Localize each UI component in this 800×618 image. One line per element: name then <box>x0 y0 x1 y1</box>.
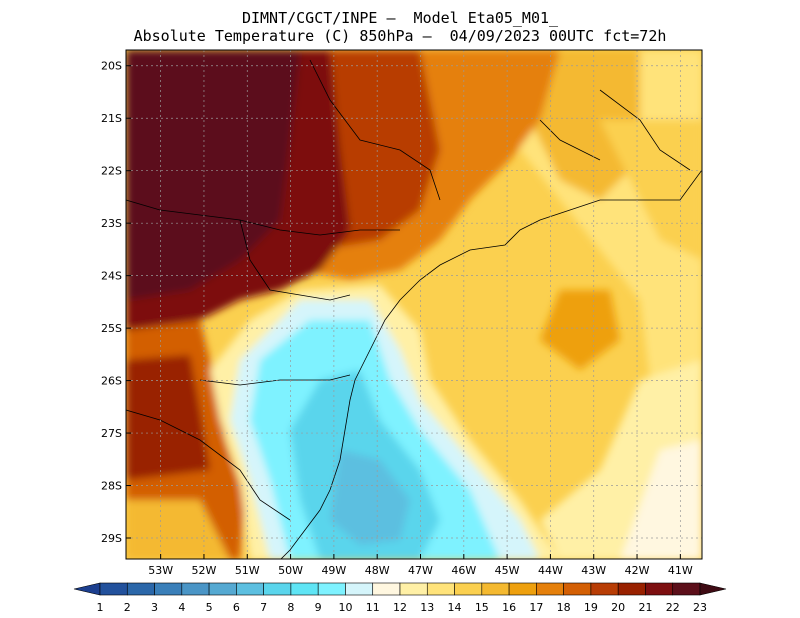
colorbar-label: 16 <box>502 601 516 614</box>
colorbar-box <box>99 582 128 596</box>
colorbar-label: 17 <box>529 601 543 614</box>
coastline-borders <box>126 59 702 559</box>
lon-label: 43W <box>581 564 606 577</box>
state-border-2 <box>309 59 441 201</box>
lon-label: 44W <box>538 564 563 577</box>
colorbar-arrow-left <box>73 582 101 596</box>
colorbar-label: 4 <box>178 601 185 614</box>
colorbar-box <box>536 582 564 596</box>
colorbar-label: 20 <box>611 601 625 614</box>
colorbar-label: 21 <box>638 601 652 614</box>
lon-label: 53W <box>148 564 173 577</box>
latitude-labels: 20S 21S 22S 23S 24S 25S 26S 27S 28S 29S <box>101 60 131 545</box>
colorbar-label: 1 <box>97 601 104 614</box>
lon-label: 52W <box>192 564 217 577</box>
colorbar-label: 5 <box>206 601 213 614</box>
colorbar-label: 22 <box>666 601 680 614</box>
colorbar-box <box>208 582 237 596</box>
colorbar-box <box>508 582 537 596</box>
state-border-4 <box>126 409 291 521</box>
colorbar-label: 3 <box>151 601 158 614</box>
lat-label: 21S <box>101 112 122 125</box>
chart-title: DIMNT/CGCT/INPE — Model Eta05_M01_ <box>241 9 559 27</box>
colorbar-box <box>617 582 646 596</box>
lon-label: 45W <box>495 564 520 577</box>
colorbar-box <box>426 582 455 596</box>
colorbar-box <box>154 582 183 596</box>
colorbar-label: 15 <box>475 601 489 614</box>
field-zone-cold4 <box>330 450 410 545</box>
state-border-6 <box>599 89 691 171</box>
colorbar-label: 18 <box>557 601 571 614</box>
colorbar-box <box>645 582 674 596</box>
colorbar-label: 11 <box>366 601 380 614</box>
colorbar-box <box>290 582 319 596</box>
colorbar-box <box>263 582 292 596</box>
colorbar-box <box>372 582 401 596</box>
lat-label: 27S <box>101 427 122 440</box>
field-zone-sw2 <box>126 355 210 480</box>
colorbar-arrow-right <box>699 582 727 596</box>
field-zone-ne2 <box>600 120 702 260</box>
colorbar-label: 12 <box>393 601 407 614</box>
colorbar-box <box>399 582 428 596</box>
colorbar-label: 7 <box>260 601 267 614</box>
state-border-3 <box>239 219 351 301</box>
colorbar-box <box>563 582 592 596</box>
lon-label: 49W <box>321 564 346 577</box>
longitude-labels: 53W 52W 51W 50W 49W 48W 47W 46W 45W 44W 43W 42W 41W <box>148 554 693 577</box>
lat-label: 20S <box>101 60 122 73</box>
field-zone-se2 <box>620 440 702 559</box>
lon-label: 46W <box>451 564 476 577</box>
lat-label: 23S <box>101 217 122 230</box>
colorbar-label: 13 <box>420 601 434 614</box>
colorbar-label: 10 <box>338 601 352 614</box>
lat-label: 28S <box>101 480 122 493</box>
colorbar-label: 14 <box>448 601 462 614</box>
lon-label: 41W <box>668 564 693 577</box>
colorbar-box <box>454 582 483 596</box>
lat-label: 22S <box>101 165 122 178</box>
colorbar-box <box>345 582 374 596</box>
field-zone-ne <box>520 50 640 200</box>
lat-label: 26S <box>101 375 122 388</box>
colorbar-box <box>672 582 701 596</box>
field-zone-offshore <box>540 290 620 370</box>
lon-label: 48W <box>365 564 390 577</box>
state-border-7 <box>539 119 601 161</box>
lat-label: 24S <box>101 270 122 283</box>
colorbar-label: 8 <box>287 601 294 614</box>
colorbar-label: 9 <box>315 601 322 614</box>
colorbar-label: 6 <box>233 601 240 614</box>
lon-label: 47W <box>408 564 433 577</box>
field-zone-sw3 <box>126 500 230 559</box>
colorbar-box <box>590 582 619 596</box>
chart-subtitle: Absolute Temperature (C) 850hPa — 04/09/… <box>133 27 667 45</box>
lon-label: 42W <box>625 564 650 577</box>
colorbar-box <box>317 582 346 596</box>
colorbar-box <box>126 582 155 596</box>
colorbar-box <box>181 582 210 596</box>
colorbar-label: 2 <box>124 601 131 614</box>
colorbar-box <box>481 582 510 596</box>
lon-label: 51W <box>235 564 260 577</box>
lat-label: 25S <box>101 322 122 335</box>
lon-label: 50W <box>278 564 303 577</box>
colorbar-box <box>236 582 264 596</box>
colorbar-label: 23 <box>693 601 707 614</box>
lat-lon-grid <box>126 50 702 559</box>
field-zone-nw2 <box>126 50 300 300</box>
lat-label: 29S <box>101 532 122 545</box>
coastline <box>280 169 702 559</box>
state-border-1 <box>126 199 400 236</box>
colorbar-label: 19 <box>584 601 598 614</box>
map-frame <box>125 49 703 560</box>
state-border-5 <box>199 374 351 386</box>
